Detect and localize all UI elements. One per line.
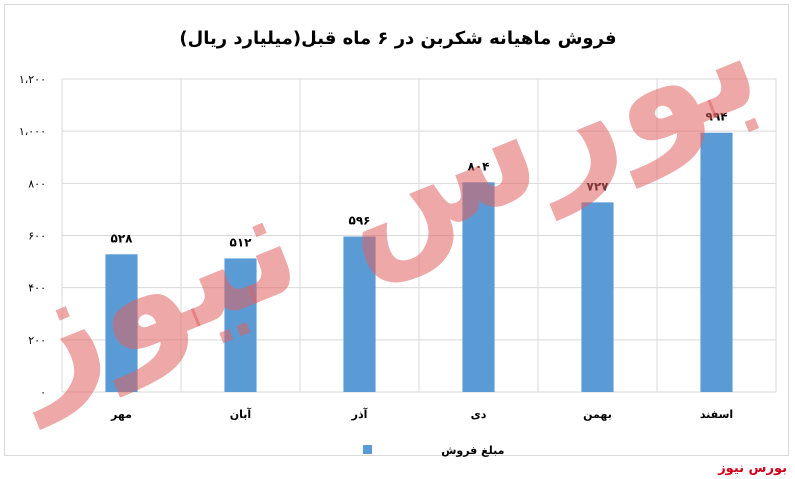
chart-title: فروش ماهیانه شکربن در ۶ ماه قبل(میلیارد …: [179, 28, 616, 49]
y-axis: ۰ ۲۰۰ ۴۰۰ ۶۰۰ ۸۰۰ ۱،۰۰۰ ۱،۲۰۰: [19, 73, 46, 399]
y-tick-label: ۴۰۰: [28, 282, 46, 295]
watermark-text: بورس نیوز: [0, 0, 782, 431]
y-tick-label: ۱،۰۰۰: [19, 125, 46, 138]
source-credit: بورس نیوز: [718, 461, 787, 476]
y-tick-label: ۰: [40, 386, 46, 399]
bar: [343, 236, 376, 392]
bars: ۵۲۸ ۵۱۲ ۵۹۶ ۸۰۴ ۷۲۷ ۹۹۴: [105, 110, 733, 392]
legend: مبلغ فروش: [363, 444, 504, 457]
x-tick-label: مهر: [110, 408, 132, 421]
data-label: ۵۲۸: [111, 231, 134, 245]
x-tick-label: اسفند: [700, 408, 733, 421]
legend-label: مبلغ فروش: [441, 444, 504, 457]
legend-swatch: [363, 445, 372, 454]
data-label: ۵۹۶: [349, 214, 371, 228]
bar: [224, 258, 257, 392]
bar: [700, 132, 733, 392]
grid-lines: [61, 78, 777, 393]
bar: [462, 182, 495, 392]
data-label: ۷۲۷: [587, 179, 610, 193]
x-tick-label: دی: [471, 408, 487, 421]
x-tick-label: بهمن: [583, 408, 612, 421]
y-tick-label: ۶۰۰: [28, 230, 46, 243]
bar: [581, 202, 614, 392]
y-tick-label: ۸۰۰: [28, 177, 46, 190]
data-label: ۵۱۲: [230, 235, 253, 249]
y-tick-label: ۲۰۰: [28, 334, 46, 347]
y-tick-label: ۱،۲۰۰: [19, 73, 46, 86]
data-label: ۹۹۴: [706, 110, 728, 124]
x-tick-label: آبان: [230, 407, 252, 421]
x-axis: مهر آبان آذر دی بهمن اسفند: [110, 407, 733, 421]
data-label: ۸۰۴: [468, 159, 490, 173]
bar: [105, 254, 138, 392]
x-tick-label: آذر: [351, 407, 368, 421]
